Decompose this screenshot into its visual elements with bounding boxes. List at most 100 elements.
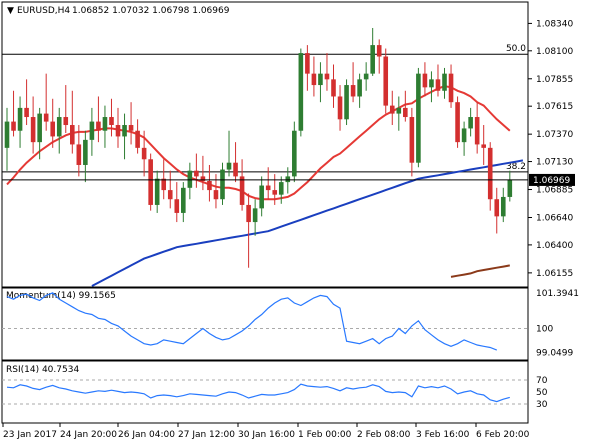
candle-body: [468, 117, 473, 129]
price-tick-label: 1.06885: [536, 186, 573, 196]
fib-level-label: 50.0: [506, 44, 526, 54]
candle-body: [311, 73, 317, 86]
candle-body: [89, 121, 95, 140]
candle-body: [272, 190, 278, 195]
candle: [83, 130, 88, 183]
candle: [376, 39, 382, 74]
candle-body: [265, 185, 271, 191]
candle-body: [154, 178, 160, 205]
candle-body: [494, 199, 500, 217]
candle-body: [83, 139, 88, 165]
candle-body: [174, 199, 180, 213]
candle-body: [4, 121, 10, 148]
momentum-title: Momentum(14) 99.1565: [6, 291, 116, 301]
candlesticks: [4, 27, 513, 268]
candle-body: [239, 176, 245, 205]
candle-body: [389, 105, 395, 114]
candle-body: [370, 45, 375, 74]
chart-ohlc: 1.06852 1.07032 1.06798 1.06969: [72, 6, 230, 16]
candle-body: [448, 73, 454, 103]
candle-body: [109, 117, 114, 126]
candle: [383, 48, 389, 114]
time-tick-label: 2 Feb 08:00: [357, 430, 411, 440]
candle-body: [226, 162, 232, 170]
rsi-line: [6, 383, 510, 403]
candle-body: [442, 73, 447, 91]
candle: [246, 193, 251, 268]
momentum-tick-label: 100: [536, 324, 553, 334]
candle-body: [161, 178, 167, 191]
candle: [17, 96, 23, 148]
candle-body: [213, 190, 219, 200]
time-tick-label: 3 Feb 16:00: [416, 430, 470, 440]
candle: [233, 142, 238, 183]
price-tick-label: 1.06640: [536, 213, 573, 223]
candle: [194, 153, 199, 188]
candle: [4, 107, 10, 171]
candle-body: [363, 73, 369, 80]
candle-body: [43, 113, 49, 122]
candle: [115, 107, 121, 148]
candle-body: [383, 56, 389, 106]
candle: [494, 187, 500, 234]
candle-body: [141, 147, 147, 160]
candle: [265, 167, 271, 200]
candle: [448, 64, 454, 108]
candle: [200, 155, 206, 191]
rsi-title: RSI(14) 40.7534: [6, 365, 79, 375]
candle: [331, 64, 336, 108]
candle: [416, 67, 421, 168]
candle-body: [115, 125, 121, 137]
candle: [389, 90, 395, 126]
candle-body: [37, 113, 42, 143]
candle-body: [298, 53, 304, 131]
candle-body: [416, 73, 421, 163]
candle: [344, 79, 349, 126]
rsi-tick-label: 30: [536, 400, 548, 410]
candle: [278, 176, 284, 204]
candle: [226, 130, 232, 177]
candle-body: [305, 53, 310, 74]
candle: [135, 119, 140, 154]
candle-body: [409, 117, 415, 163]
candle-body: [96, 121, 101, 131]
candle: [500, 187, 506, 223]
rsi-tick-label: 70: [536, 376, 548, 386]
candle: [252, 199, 258, 236]
time-tick-label: 24 Jan 20:00: [60, 430, 117, 440]
candle: [89, 107, 95, 156]
momentum-tick-label: 99.0499: [536, 349, 573, 359]
candle-body: [194, 170, 199, 177]
candle-body: [17, 107, 23, 131]
candle-body: [207, 180, 212, 191]
candle-body: [429, 79, 434, 88]
candle: [187, 162, 193, 200]
candle-body: [403, 107, 408, 118]
candle-body: [481, 144, 486, 148]
collapse-arrow-icon[interactable]: ▼: [7, 6, 14, 16]
candle: [370, 27, 375, 76]
candle-body: [50, 121, 56, 137]
candle: [50, 98, 56, 148]
candle-body: [461, 128, 467, 143]
candle-body: [148, 159, 153, 205]
candle-body: [128, 125, 134, 131]
candle: [43, 73, 49, 131]
candle: [11, 90, 16, 137]
current-price-label: 1.06969: [533, 176, 570, 186]
price-tick-label: 1.06400: [536, 241, 573, 251]
candle: [403, 90, 408, 122]
time-tick-label: 26 Jan 04:00: [118, 430, 175, 440]
candle: [220, 162, 225, 205]
chart-symbol: EURUSD,H4: [17, 6, 70, 16]
time-tick-label: 27 Jan 12:00: [178, 430, 235, 440]
current-price: 1.06969: [2, 173, 575, 186]
candle: [461, 121, 467, 156]
candle-body: [376, 45, 382, 57]
candle-body: [487, 147, 493, 200]
candle-body: [259, 185, 264, 209]
candle-body: [278, 182, 284, 195]
candle: [76, 125, 82, 177]
candle: [298, 48, 304, 137]
candle-body: [396, 107, 402, 114]
